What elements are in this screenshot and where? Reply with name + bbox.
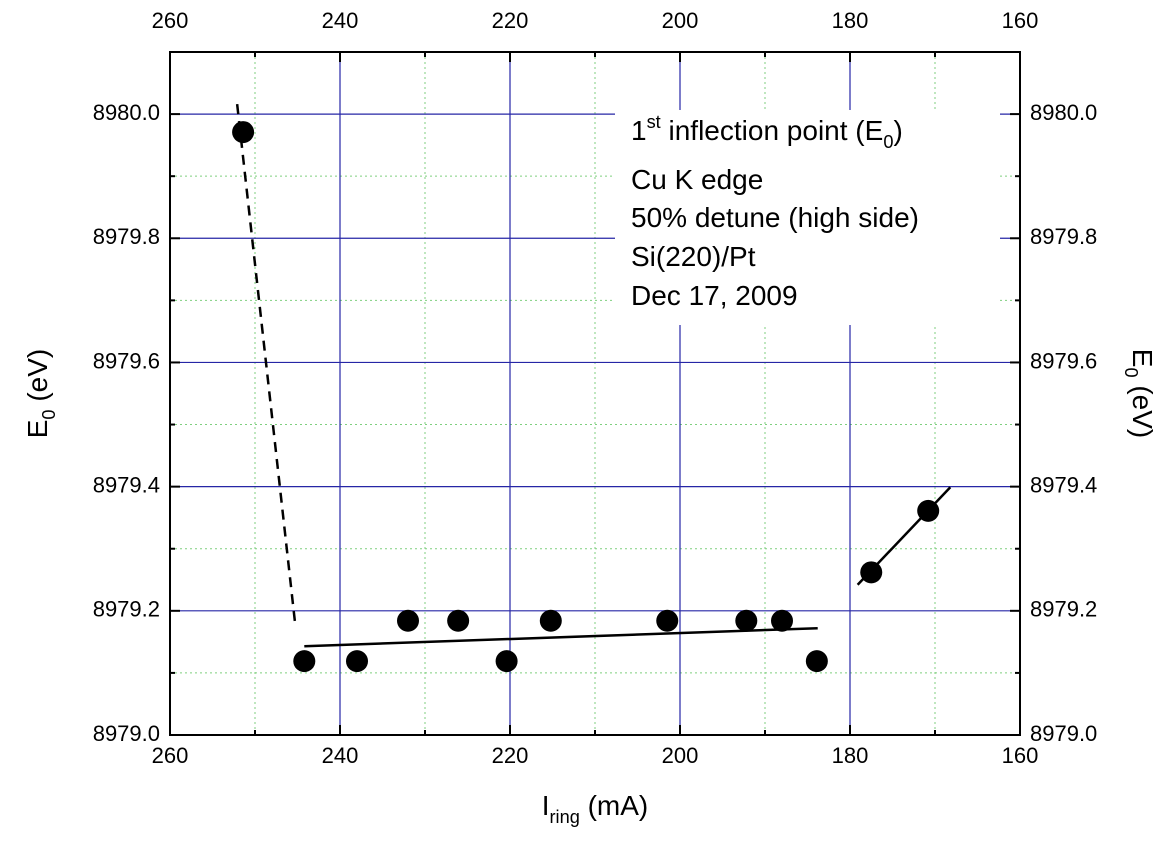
y2-tick-label: 8979.4 — [1030, 472, 1097, 497]
x-tick-label: 180 — [832, 743, 869, 768]
annotation-line: 50% detune (high side) — [631, 202, 919, 233]
fit-line — [235, 104, 297, 623]
y2-tick-label: 8979.2 — [1030, 597, 1097, 622]
x-tick-label: 260 — [152, 743, 189, 768]
y-tick-label: 8979.4 — [93, 472, 160, 497]
data-point — [293, 650, 316, 673]
x2-tick-label: 200 — [662, 8, 699, 33]
x-axis-label-part: ring — [550, 807, 580, 827]
data-point — [232, 121, 255, 144]
annotation-line: 1st inflection point (E0) — [631, 112, 903, 152]
data-point — [860, 561, 883, 584]
annotation-line-part: 50% detune (high side) — [631, 202, 919, 233]
x-tick-label: 220 — [492, 743, 529, 768]
annotation-line: Cu K edge — [631, 164, 763, 195]
x-axis-label-part: (mA) — [580, 790, 648, 821]
x2-tick-label: 220 — [492, 8, 529, 33]
annotation-line-part: 1 — [631, 115, 647, 146]
y-tick-label: 8979.2 — [93, 597, 160, 622]
fit-line — [304, 626, 818, 648]
data-point — [917, 499, 940, 522]
data-point — [771, 609, 793, 632]
y2-axis-label-part: 0 — [1121, 367, 1141, 377]
data-point — [397, 609, 419, 632]
annotation-line-part: 0 — [883, 132, 893, 152]
y2-tick-label: 8979.0 — [1030, 721, 1097, 746]
data-point — [495, 650, 518, 673]
y2-axis-label: E0 (eV) — [1121, 349, 1157, 439]
x-axis-label-part: I — [542, 790, 550, 821]
data-point — [735, 609, 758, 632]
data-point — [346, 650, 368, 673]
x2-tick-label: 260 — [152, 8, 189, 33]
y-tick-label: 8979.6 — [93, 348, 160, 373]
data-point — [805, 650, 828, 673]
x-axis-label: Iring (mA) — [542, 790, 649, 826]
y2-tick-label: 8979.6 — [1030, 348, 1097, 373]
y-axis-label: E0 (eV) — [22, 349, 58, 439]
y2-tick-label: 8980.0 — [1030, 100, 1097, 125]
annotation-background — [615, 110, 1000, 325]
data-point — [539, 609, 562, 632]
annotation-line-part: Dec 17, 2009 — [631, 280, 798, 311]
data-point — [447, 609, 470, 632]
x2-tick-label: 180 — [832, 8, 869, 33]
x-tick-label: 240 — [322, 743, 359, 768]
y2-axis-label-part: E — [1127, 349, 1158, 368]
x-tick-label: 200 — [662, 743, 699, 768]
annotation-line: Si(220)/Pt — [631, 241, 756, 272]
y-tick-label: 8979.8 — [93, 224, 160, 249]
x-tick-label: 160 — [1002, 743, 1039, 768]
y-tick-label: 8980.0 — [93, 100, 160, 125]
x2-tick-label: 160 — [1002, 8, 1039, 33]
annotation-line-part: st — [647, 112, 661, 132]
annotation-line-part: inflection point (E — [661, 115, 884, 146]
annotation-line-part: Si(220)/Pt — [631, 241, 756, 272]
y-axis-label-part: (eV) — [22, 349, 53, 410]
x2-tick-label: 240 — [322, 8, 359, 33]
annotation-line-part: Cu K edge — [631, 164, 763, 195]
annotation-line-part: ) — [893, 115, 902, 146]
y2-tick-label: 8979.8 — [1030, 224, 1097, 249]
y2-axis-label-part: (eV) — [1127, 378, 1158, 439]
y-axis-label-part: E — [22, 420, 53, 439]
y-tick-label: 8979.0 — [93, 721, 160, 746]
annotation-line: Dec 17, 2009 — [631, 280, 798, 311]
data-point — [656, 609, 679, 632]
y-axis-label-part: 0 — [39, 409, 59, 419]
